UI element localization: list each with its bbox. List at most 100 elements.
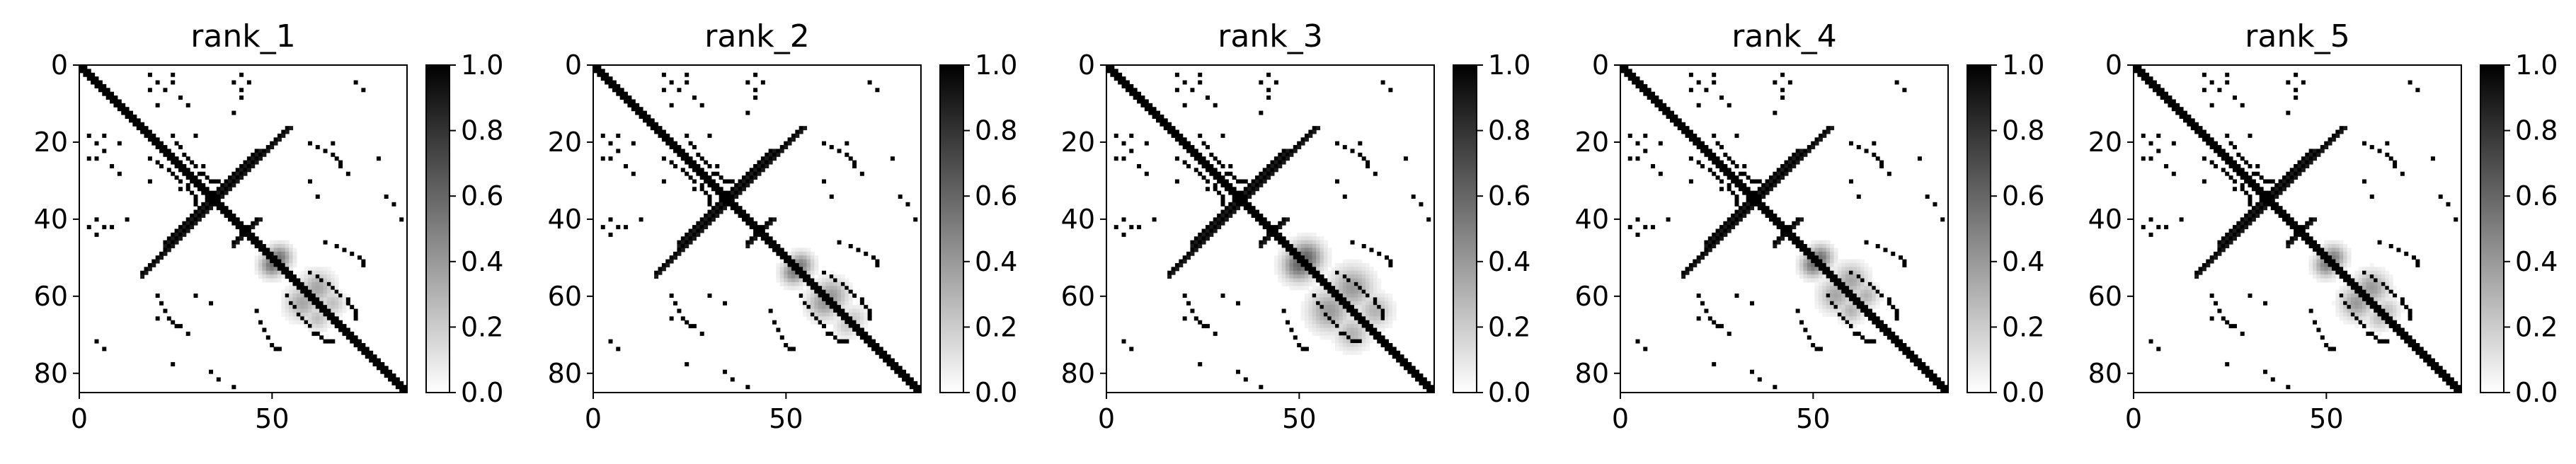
heatmap-cell (166, 244, 171, 249)
heatmap-cell (707, 198, 712, 203)
heatmap-cell (2255, 182, 2260, 187)
heatmap-cell (258, 152, 263, 157)
heatmap-cell (342, 294, 347, 298)
heatmap-cell (273, 267, 278, 272)
heatmap-cell (300, 282, 305, 286)
heatmap-cell (331, 278, 336, 283)
heatmap-cell (654, 274, 659, 279)
heatmap-cell (1300, 236, 1305, 241)
heatmap-cell (1217, 213, 1222, 218)
heatmap-cell (1715, 156, 1720, 161)
heatmap-cell (806, 301, 811, 306)
heatmap-cell (1814, 248, 1819, 253)
heatmap-cell (1818, 262, 1823, 267)
heatmap-cell (787, 274, 792, 279)
heatmap-cell (1281, 259, 1286, 264)
heatmap-cell (1243, 377, 1248, 382)
heatmap-cell (1845, 270, 1850, 275)
heatmap-cell (715, 163, 720, 168)
heatmap-cell (1327, 255, 1332, 260)
heatmap-cell (2286, 110, 2291, 115)
heatmap-cell (1385, 255, 1389, 260)
heatmap-cell (1685, 133, 1690, 138)
heatmap-cell (384, 366, 389, 371)
heatmap-cell (677, 308, 682, 313)
heatmap-cell (1129, 83, 1134, 88)
heatmap-cell (1734, 213, 1739, 218)
heatmap-cell (1353, 270, 1358, 275)
heatmap-cell (1822, 267, 1827, 272)
heatmap-cell (1293, 278, 1298, 283)
heatmap-cell (174, 175, 179, 180)
heatmap-cell (1734, 221, 1739, 226)
heatmap-cell (1335, 141, 1339, 146)
heatmap-cell (128, 114, 133, 119)
heatmap-cell (1773, 80, 1778, 85)
heatmap-cell (1688, 267, 1693, 272)
heatmap-cell (711, 213, 716, 218)
heatmap-cell (1696, 141, 1701, 146)
heatmap-cell (1894, 316, 1899, 321)
heatmap-cell (281, 244, 286, 249)
heatmap-cell (2362, 308, 2366, 313)
heatmap-cell (1814, 255, 1819, 260)
heatmap-cell (2228, 232, 2233, 237)
heatmap-cell (315, 312, 320, 317)
heatmap-cell (1353, 274, 1358, 279)
heatmap-cell (1174, 133, 1179, 138)
heatmap-cell (1217, 171, 1222, 176)
heatmap-cell (825, 274, 830, 279)
heatmap-cell (2313, 255, 2318, 260)
heatmap-cell (281, 248, 286, 253)
heatmap-cell (1818, 251, 1823, 256)
heatmap-cell (270, 145, 275, 150)
heatmap-cell (1247, 195, 1252, 199)
heatmap-cell (600, 76, 605, 81)
heatmap-cell (848, 294, 853, 298)
heatmap-cell (342, 324, 347, 329)
heatmap-cell (262, 327, 267, 332)
heatmap-cell (1254, 187, 1259, 192)
heatmap-cell (1662, 110, 1667, 115)
heatmap-cell (193, 198, 198, 203)
heatmap-cell (1213, 168, 1218, 173)
heatmap-cell (2202, 262, 2206, 267)
heatmap-cell (1361, 262, 1366, 267)
heatmap-cell (292, 320, 297, 325)
heatmap-cell (1377, 316, 1382, 321)
heatmap-cell (2294, 225, 2299, 230)
heatmap-cell (121, 110, 126, 115)
heatmap-cell (1799, 274, 1804, 279)
heatmap-cell (1818, 248, 1823, 253)
heatmap-cell (1312, 262, 1317, 267)
heatmap-cell (178, 225, 183, 230)
heatmap-cell (1933, 377, 1937, 382)
heatmap-cell (289, 259, 294, 264)
heatmap-cell (1312, 305, 1317, 310)
heatmap-cell (110, 225, 115, 230)
heatmap-cell (246, 228, 251, 233)
heatmap-cell (593, 65, 597, 69)
heatmap-cell (1681, 270, 1686, 275)
heatmap-cell (2145, 80, 2150, 85)
heatmap-cell (719, 175, 723, 180)
heatmap-cell (1278, 225, 1283, 230)
heatmap-cell (1719, 324, 1724, 329)
heatmap-cell (1182, 145, 1187, 150)
heatmap-cell (1259, 221, 1264, 226)
heatmap-cell (1856, 305, 1861, 310)
heatmap-cell (144, 133, 149, 138)
heatmap-cell (304, 297, 309, 302)
heatmap-cell (345, 335, 350, 340)
heatmap-cell (1392, 308, 1397, 313)
heatmap-cell (749, 217, 754, 222)
heatmap-cell (1849, 141, 1853, 146)
heatmap-cell (1426, 217, 1431, 222)
heatmap-cell (2354, 301, 2359, 306)
heatmap-cell (1872, 316, 1877, 321)
heatmap-cell (749, 225, 754, 230)
heatmap-cell (2454, 385, 2458, 390)
heatmap-cell (319, 308, 324, 313)
heatmap-cell (2354, 289, 2359, 294)
